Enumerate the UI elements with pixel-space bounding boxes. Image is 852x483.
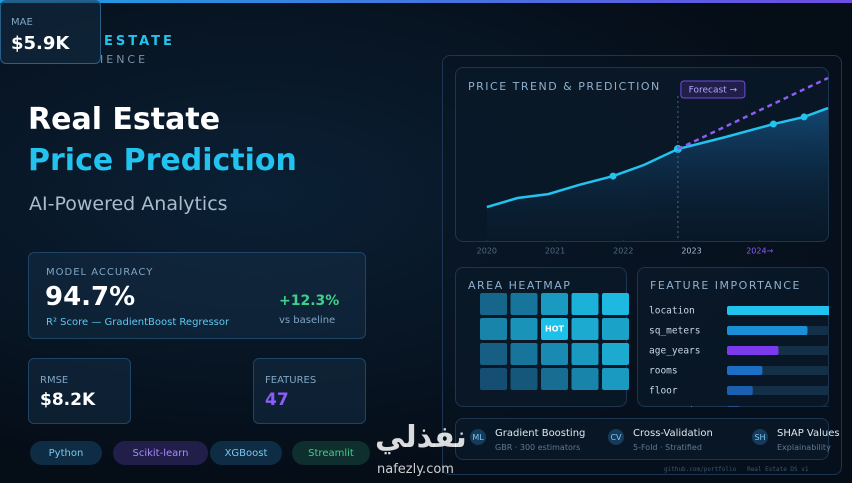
feature-name: age_years bbox=[649, 346, 700, 357]
panel-title: FEATURE IMPORTANCE bbox=[650, 279, 801, 292]
annotation-box bbox=[680, 80, 746, 99]
top-border bbox=[0, 0, 852, 3]
bars: location 0.32 sq_meters 0.25 age_years 0.16 ro… bbox=[649, 306, 852, 417]
heat-cell bbox=[602, 343, 629, 365]
method-name: Gradient Boosting bbox=[495, 428, 586, 439]
bar bbox=[727, 306, 829, 315]
feature-name: rooms bbox=[649, 366, 678, 377]
brand-line: ESTATE bbox=[104, 34, 175, 49]
brand-line: IENCE bbox=[100, 53, 149, 66]
accuracy-card: MODEL ACCURACY 94.7% R² Score — Gradient… bbox=[28, 252, 366, 339]
feature-name: location bbox=[649, 306, 695, 317]
method-detail: 5-Fold · Stratified bbox=[633, 443, 702, 452]
heat-cell bbox=[541, 368, 568, 390]
method-name: Cross-Validation bbox=[633, 428, 713, 439]
heat-cell bbox=[571, 318, 599, 340]
features-value: 47 bbox=[265, 390, 289, 410]
heat-cell bbox=[510, 368, 538, 390]
point bbox=[769, 120, 777, 128]
feature-panel: FEATURE IMPORTANCE bbox=[637, 267, 829, 407]
heat-cell bbox=[480, 293, 507, 315]
feature-name: sq_meters bbox=[649, 326, 700, 337]
hero-title: Real Estate bbox=[28, 102, 221, 137]
bar-value: 0.32 bbox=[834, 307, 852, 316]
bar-value: 0.25 bbox=[834, 327, 852, 336]
heat-cell bbox=[571, 343, 599, 365]
heat-cell bbox=[602, 368, 629, 390]
bar-value: 0.08 bbox=[834, 387, 852, 396]
method-name: SHAP Values bbox=[777, 428, 840, 439]
accuracy-delta: +12.3% bbox=[279, 293, 340, 309]
heat-cell bbox=[602, 318, 629, 340]
annotation: Forecast → bbox=[689, 86, 738, 96]
heat-cell bbox=[602, 293, 629, 315]
accuracy-label: MODEL ACCURACY bbox=[46, 267, 154, 278]
heat-cell bbox=[541, 343, 568, 365]
panel-title: AREA HEATMAP bbox=[468, 279, 572, 292]
heat-cell bbox=[541, 293, 568, 315]
heat-cell bbox=[510, 293, 538, 315]
panel-title: PRICE TREND & PREDICTION bbox=[468, 80, 661, 93]
heat-cell bbox=[541, 318, 568, 340]
method-detail: GBR · 300 estimators bbox=[495, 443, 581, 452]
accuracy-value: 94.7% bbox=[45, 282, 136, 312]
line bbox=[486, 106, 829, 209]
rmse-label: RMSE bbox=[40, 375, 69, 386]
x-tick-label: 2024→ bbox=[746, 247, 773, 256]
heat-label: HOT bbox=[545, 325, 564, 334]
heat-cell bbox=[480, 343, 507, 365]
line bbox=[677, 76, 829, 151]
features-card: FEATURES 47 bbox=[253, 358, 366, 424]
hero-title: Price Prediction bbox=[28, 143, 297, 178]
watermark: نفذلي bbox=[375, 420, 467, 455]
rmse-card: RMSE $8.2K bbox=[28, 358, 131, 424]
heat-cell bbox=[571, 368, 599, 390]
pill: XGBoost bbox=[210, 441, 282, 465]
bar bbox=[727, 386, 753, 395]
x-tick-label: 2023 bbox=[681, 247, 701, 256]
watermark: nafezly.com bbox=[377, 462, 454, 477]
point bbox=[609, 172, 617, 180]
feature-name: near_metro bbox=[649, 406, 706, 417]
delta-note: vs baseline bbox=[279, 315, 336, 326]
heat-cell bbox=[510, 318, 538, 340]
pill: Python bbox=[30, 441, 102, 465]
method-detail: Explainability bbox=[777, 443, 831, 452]
hero-subtitle: AI-Powered Analytics bbox=[29, 193, 228, 215]
mae-card: MAE $5.9K bbox=[0, 0, 101, 64]
method-icon: CV bbox=[608, 429, 624, 445]
heat-cell bbox=[480, 368, 507, 390]
heat-cell bbox=[480, 318, 507, 340]
bar-track bbox=[727, 406, 829, 407]
pill: Streamlit bbox=[292, 441, 370, 465]
x-tick-label: 2022 bbox=[613, 247, 633, 256]
bar bbox=[727, 406, 740, 407]
accuracy-note: R² Score — GradientBoost Regressor bbox=[46, 317, 230, 328]
bar bbox=[727, 366, 763, 375]
bar bbox=[727, 346, 779, 355]
area bbox=[486, 108, 828, 240]
rmse-value: $8.2K bbox=[40, 390, 96, 410]
footer: github.com/portfolio Real Estate DS v1 bbox=[664, 466, 809, 473]
bar-value: 0.16 bbox=[834, 347, 852, 356]
pill: Scikit-learn bbox=[113, 441, 208, 465]
heat-cell bbox=[510, 343, 538, 365]
bar-value: 0.04 bbox=[834, 407, 852, 416]
mae-label: MAE bbox=[11, 17, 33, 28]
heat-cell bbox=[571, 293, 599, 315]
mae-value: $5.9K bbox=[11, 33, 70, 54]
method-icon: ML bbox=[470, 429, 486, 445]
bar-value: 0.11 bbox=[834, 367, 852, 376]
x-tick-label: 2020 bbox=[477, 247, 497, 256]
feature-name: floor bbox=[649, 386, 678, 397]
x-tick-label: 2021 bbox=[545, 247, 565, 256]
bar bbox=[727, 326, 808, 335]
method-icon: SH bbox=[752, 429, 768, 445]
methods-strip bbox=[455, 418, 829, 460]
point bbox=[800, 113, 808, 121]
features-label: FEATURES bbox=[265, 375, 317, 386]
